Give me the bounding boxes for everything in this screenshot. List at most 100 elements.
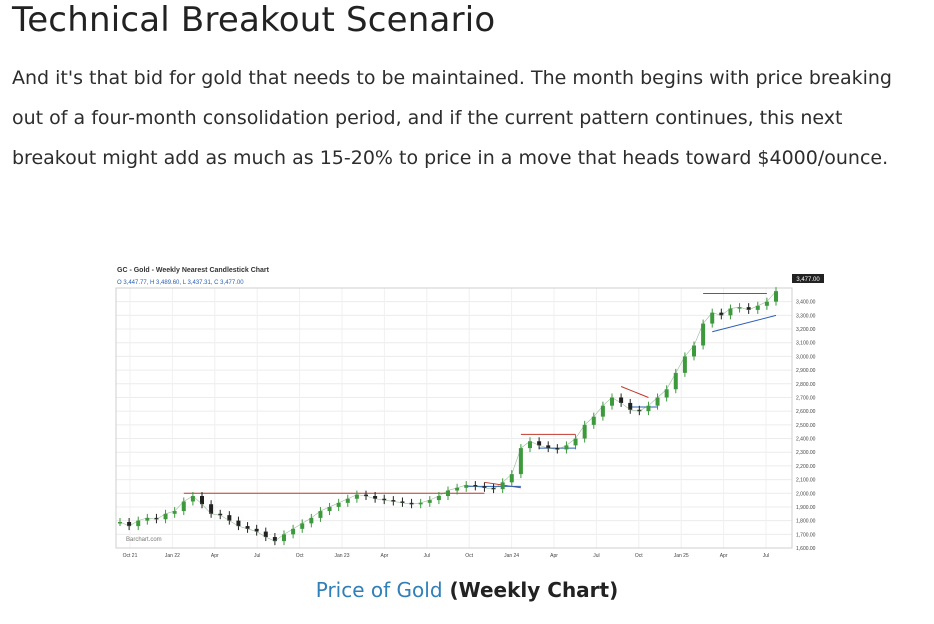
candle-body (400, 501, 405, 503)
candle-body (227, 515, 232, 521)
y-tick-label: 3,200.00 (796, 327, 816, 333)
candle-body (746, 307, 751, 310)
candle-body (518, 448, 523, 475)
candle-body (710, 312, 715, 324)
y-tick-label: 2,000.00 (796, 491, 816, 497)
candle-body (764, 301, 769, 306)
candle-body (291, 528, 296, 535)
candle-body (200, 496, 204, 505)
resistance-line (620, 386, 649, 398)
candle-body (701, 323, 706, 346)
candle-body (619, 397, 624, 403)
candle-body (646, 405, 651, 412)
candle-body (354, 494, 359, 499)
candle-body (537, 441, 542, 446)
candle-body (154, 517, 159, 520)
candle-body (555, 448, 560, 450)
y-tick-label: 2,300.00 (796, 450, 816, 456)
y-tick-label: 1,700.00 (796, 532, 816, 538)
x-tick-label: Jul (254, 553, 260, 559)
plot-frame (115, 287, 793, 549)
y-tick-label: 2,800.00 (796, 382, 816, 388)
candle-body (728, 308, 733, 316)
y-tick-label: 1,800.00 (796, 519, 816, 525)
candle-body (664, 389, 669, 398)
candle-body (382, 498, 387, 501)
candle-body (482, 486, 487, 488)
candle-body (573, 438, 578, 446)
candle-body (272, 537, 277, 542)
candle-body (692, 345, 696, 357)
candle-body (582, 424, 587, 439)
candle-body (364, 494, 368, 497)
candle-body (300, 523, 305, 529)
candle-body (254, 528, 259, 532)
candle-body (172, 511, 177, 514)
y-tick-label: 2,900.00 (796, 368, 816, 374)
candle-body (336, 502, 341, 507)
chart-ohlc-readout: O 3,447.77, H 3,489.60, L 3,437.31, C 3,… (117, 280, 244, 286)
candle-body (673, 372, 678, 390)
candle-body (564, 445, 569, 450)
chart-watermark: Barchart.com (126, 537, 162, 543)
candle-body (637, 409, 642, 412)
candle-body (610, 397, 614, 406)
y-tick-label: 2,200.00 (796, 464, 816, 470)
y-tick-label: 2,400.00 (796, 437, 816, 443)
x-tick-label: Apr (550, 553, 558, 559)
candle-body (755, 305, 760, 310)
x-tick-label: Oct (296, 553, 304, 559)
candle-body (190, 496, 195, 502)
candle-body (327, 506, 332, 512)
candle-body (309, 517, 314, 524)
grid-layer (115, 287, 793, 549)
candle-body (509, 474, 514, 483)
last-price-label: 3,477.00 (796, 277, 820, 283)
candle-body (236, 520, 241, 527)
candle-body (263, 531, 268, 538)
chart-svg: 3,400.00 3,300.00 3,200.00 3,100.00 3,000.00… (104, 258, 826, 566)
x-tick-label: Jul (424, 553, 430, 559)
chart-background (104, 258, 826, 566)
candle-body (436, 496, 441, 501)
y-tick-label: 3,000.00 (796, 354, 816, 360)
y-tick-label: 2,600.00 (796, 409, 816, 415)
candle-body (528, 441, 532, 449)
x-tick-label: Jul (593, 553, 599, 559)
candle-body (218, 513, 223, 516)
candle-body (391, 500, 396, 502)
candles (118, 287, 778, 546)
candle-body (318, 511, 323, 518)
y-tick-label: 3,100.00 (796, 341, 816, 347)
candle-body (427, 500, 432, 503)
candle-body (409, 502, 414, 505)
candle-body (682, 356, 687, 373)
x-tick-label: Apr (720, 553, 728, 559)
y-tick-label: 2,500.00 (796, 423, 816, 429)
candle-body (345, 498, 350, 503)
x-tick-label: Jan 22 (165, 553, 180, 559)
candle-body (774, 291, 778, 302)
candle-body (118, 522, 122, 524)
y-axis-labels: 3,400.00 3,300.00 3,200.00 3,100.00 3,000.00… (796, 300, 816, 552)
article-heading: Technical Breakout Scenario (12, 0, 496, 40)
candle-body (473, 485, 478, 487)
chart-title: GC - Gold - Weekly Nearest Candlestick C… (117, 267, 270, 274)
y-tick-label: 2,700.00 (796, 395, 816, 401)
candle-body (282, 534, 286, 542)
candle-body (373, 496, 378, 499)
caption-suffix: (Weekly Chart) (442, 578, 619, 602)
candle-body (628, 402, 633, 410)
candle-body (145, 517, 150, 521)
x-tick-label: Oct (635, 553, 643, 559)
price-path (119, 290, 777, 542)
y-tick-label: 1,600.00 (796, 546, 816, 552)
candle-body (163, 513, 168, 520)
candle-body (719, 312, 724, 316)
candle-body (245, 526, 250, 529)
price-of-gold-link[interactable]: Price of Gold (315, 578, 443, 602)
x-tick-label: Jan 24 (504, 553, 519, 559)
gold-weekly-chart: 3,400.00 3,300.00 3,200.00 3,100.00 3,000.00… (104, 258, 826, 566)
candle-body (491, 487, 496, 490)
candle-body (600, 405, 605, 417)
